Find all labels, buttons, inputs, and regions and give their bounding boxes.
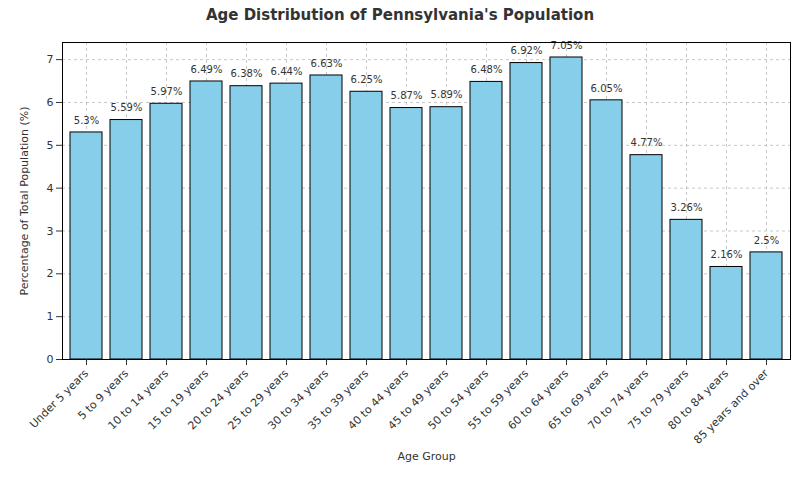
svg-text:45 to 49 years: 45 to 49 years [385,366,452,433]
svg-text:3: 3 [47,225,54,238]
svg-text:70 to 74 years: 70 to 74 years [585,366,652,433]
svg-text:6.25%: 6.25% [351,74,383,85]
svg-text:3.26%: 3.26% [671,202,703,213]
svg-text:5.89%: 5.89% [431,89,463,100]
svg-text:60 to 64 years: 60 to 64 years [505,366,572,433]
svg-text:5.97%: 5.97% [151,86,183,97]
svg-text:6.05%: 6.05% [591,83,623,94]
svg-text:Under 5 years: Under 5 years [27,367,91,431]
svg-text:5 to 9 years: 5 to 9 years [75,366,132,423]
svg-text:5.87%: 5.87% [391,90,423,101]
svg-text:35 to 39 years: 35 to 39 years [305,366,372,433]
svg-text:7.05%: 7.05% [551,40,583,51]
svg-text:6.49%: 6.49% [191,64,223,75]
svg-text:1: 1 [47,310,54,323]
svg-text:5: 5 [47,139,54,152]
svg-text:30 to 34 years: 30 to 34 years [265,366,332,433]
svg-text:6.38%: 6.38% [231,68,263,79]
svg-text:6.44%: 6.44% [271,66,303,77]
svg-text:6.92%: 6.92% [511,45,543,56]
svg-text:50 to 54 years: 50 to 54 years [425,366,492,433]
svg-text:Percentage of Total Population: Percentage of Total Population (%) [18,107,31,296]
svg-text:2.5%: 2.5% [754,235,779,246]
svg-text:2: 2 [47,267,54,280]
svg-text:Age Group: Age Group [397,450,455,463]
svg-text:65 to 69 years: 65 to 69 years [545,366,612,433]
svg-text:0: 0 [47,353,54,366]
svg-text:20 to 24 years: 20 to 24 years [185,366,252,433]
svg-text:7: 7 [47,53,54,66]
svg-text:10 to 14 years: 10 to 14 years [105,366,172,433]
html-text:Age Distribution of Pennsylvan: Age Distribution of Pennsylvania's Popul… [205,6,595,24]
svg-text:80 to 84 years: 80 to 84 years [665,366,732,433]
svg-text:75 to 79 years: 75 to 79 years [625,366,692,433]
svg-text:6.48%: 6.48% [471,64,503,75]
svg-text:15 to 19 years: 15 to 19 years [145,366,212,433]
svg-text:5.59%: 5.59% [111,102,143,113]
svg-text:40 to 44 years: 40 to 44 years [345,366,412,433]
svg-text:25 to 29 years: 25 to 29 years [225,366,292,433]
svg-text:85 years and over: 85 years and over [691,366,771,446]
svg-text:6: 6 [47,96,54,109]
svg-text:55 to 59 years: 55 to 59 years [465,366,532,433]
svg-text:2.16%: 2.16% [711,249,743,260]
svg-text:4.77%: 4.77% [631,137,663,148]
svg-text:5.3%: 5.3% [74,115,99,126]
svg-text:4: 4 [47,182,54,195]
svg-text:6.63%: 6.63% [311,58,343,69]
